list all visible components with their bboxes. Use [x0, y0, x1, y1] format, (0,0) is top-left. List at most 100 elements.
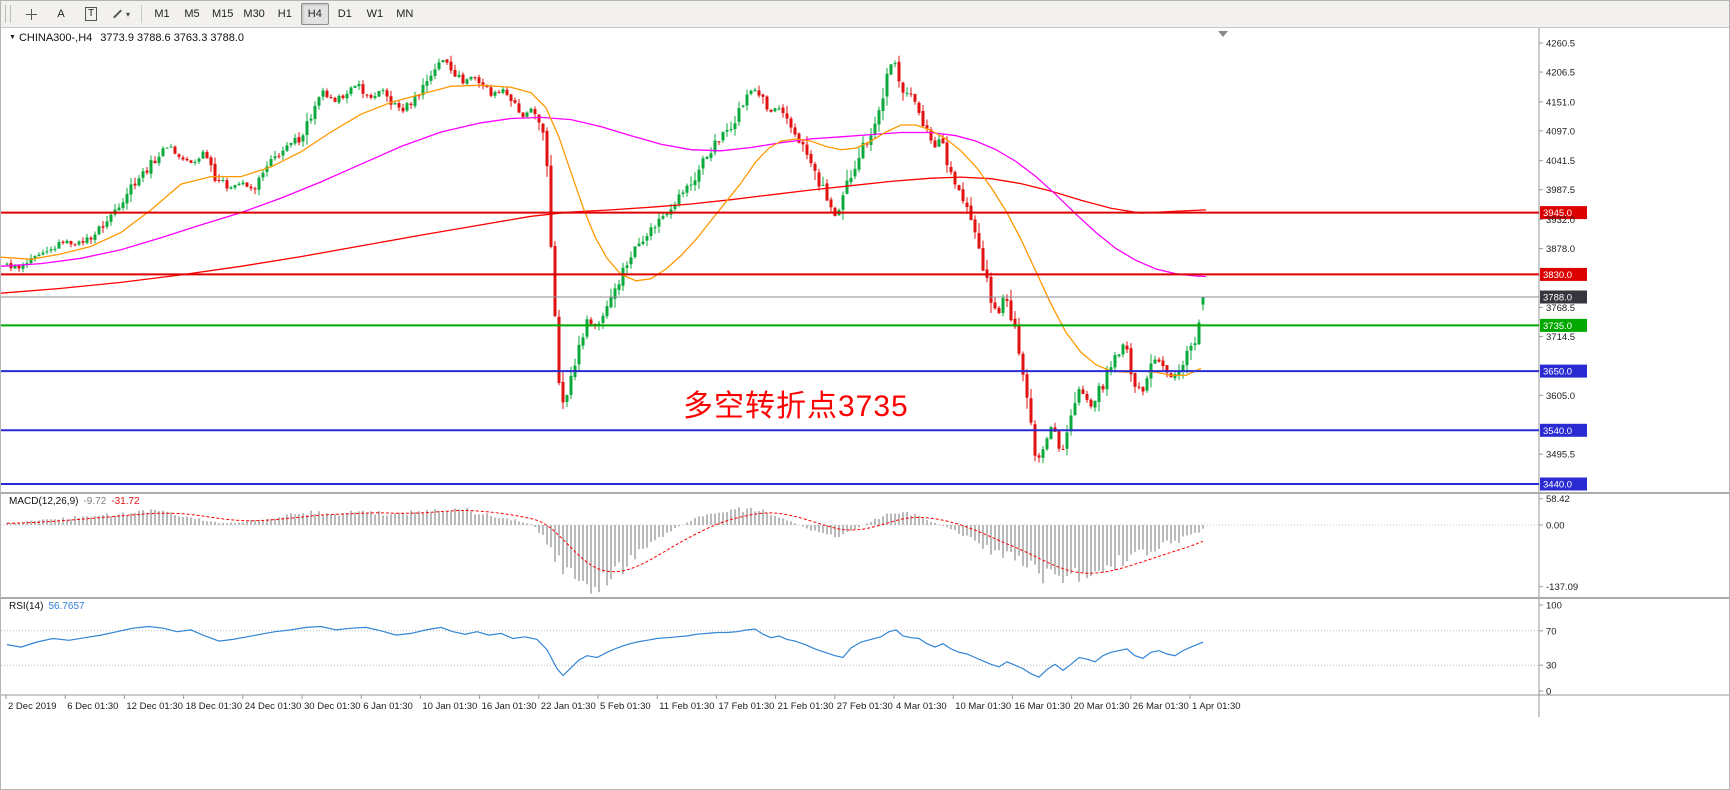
candle-body	[1009, 300, 1013, 321]
candle-body	[1109, 367, 1113, 371]
candle-body	[673, 204, 677, 209]
candle-body	[417, 95, 421, 97]
candle-body	[713, 140, 717, 153]
candle-body	[773, 108, 777, 112]
candle-body	[161, 148, 165, 156]
text-tool-button[interactable]: T	[77, 3, 105, 25]
candle-body	[77, 241, 81, 245]
timeframe-m30-button[interactable]: M30	[243, 8, 265, 20]
candle-body	[1085, 393, 1089, 400]
candle-body	[361, 84, 365, 94]
rsi-tick-label: 70	[1546, 626, 1557, 637]
candle-body	[193, 162, 197, 163]
candle-body	[153, 160, 157, 164]
candle-body	[661, 216, 665, 219]
candle-body	[173, 146, 177, 154]
candle-body	[1029, 398, 1033, 423]
candle-body	[53, 248, 57, 250]
candle-body	[213, 163, 217, 181]
candle-body	[345, 93, 349, 99]
candle-body	[33, 256, 37, 259]
time-axis-label: 21 Feb 01:30	[778, 701, 834, 712]
crosshair-button[interactable]	[17, 3, 45, 25]
candle-body	[493, 92, 497, 96]
chart-shift-marker[interactable]	[1218, 31, 1228, 37]
candle-body	[565, 395, 569, 402]
candle-body	[457, 74, 461, 77]
candle-body	[525, 112, 529, 117]
candle-body	[925, 125, 929, 129]
candle-body	[437, 62, 441, 70]
price-line-label: 3830.0	[1543, 270, 1572, 281]
candle-body	[69, 241, 73, 245]
candle-body	[229, 187, 233, 189]
draw-tool-button[interactable]: ▾	[107, 3, 135, 25]
candle-body	[1069, 415, 1073, 432]
macd-tick-label: 58.42	[1546, 494, 1570, 505]
time-axis-label: 11 Feb 01:30	[659, 701, 714, 712]
candle-body	[1153, 359, 1157, 364]
candle-body	[1041, 449, 1045, 458]
candle-body	[277, 155, 281, 157]
candle-body	[85, 237, 89, 243]
time-axis-label: 26 Mar 01:30	[1133, 701, 1189, 712]
candle-body	[737, 108, 741, 122]
timeframe-h4-button[interactable]: H4	[300, 3, 329, 25]
candle-body	[829, 199, 833, 208]
price-tick-label: 3495.5	[1546, 450, 1575, 461]
time-axis-label: 20 Mar 01:30	[1074, 701, 1130, 712]
candle-body	[885, 73, 889, 97]
candle-body	[89, 237, 93, 240]
candle-body	[953, 172, 957, 185]
candle-body	[965, 202, 969, 207]
timeframe-d1-button[interactable]: D1	[337, 8, 352, 20]
candle-body	[689, 184, 693, 186]
candle-body	[385, 90, 389, 97]
timeframe-m1-button[interactable]: M1	[154, 8, 170, 20]
timeframe-h1-button[interactable]: H1	[277, 8, 292, 20]
candle-body	[433, 69, 437, 76]
candle-body	[521, 112, 525, 117]
candle-body	[65, 240, 69, 243]
candle-body	[681, 192, 685, 194]
candle-body	[481, 82, 485, 87]
candle-body	[685, 185, 689, 193]
candle-body	[541, 123, 545, 133]
candle-body	[509, 94, 513, 101]
candle-body	[981, 248, 985, 271]
timeframe-m5-button[interactable]: M5	[184, 8, 200, 20]
timeframe-w1-button[interactable]: W1	[366, 8, 384, 20]
rsi-label: RSI(14) 56.7657	[9, 601, 85, 612]
arrow-tool-button[interactable]: A	[47, 3, 75, 25]
macd-tick-label: -137.09	[1546, 582, 1578, 593]
candle-body	[1005, 299, 1009, 301]
timeframe-m15-button[interactable]: M15	[212, 8, 234, 20]
timeframe-mn-button[interactable]: MN	[396, 8, 414, 20]
candle-body	[577, 344, 581, 365]
triangle-down-icon: ▼	[9, 34, 16, 41]
candle-body	[101, 226, 105, 228]
ma-line-mid-magenta	[1, 116, 1207, 278]
candle-body	[805, 144, 809, 155]
macd-signal-value: -31.72	[111, 496, 140, 507]
candle-body	[809, 154, 813, 164]
candle-body	[769, 109, 773, 112]
candle-body	[729, 129, 733, 131]
annotation-text[interactable]: 多空转折点3735	[683, 390, 909, 423]
candle-body	[469, 76, 473, 80]
toolbar-grip[interactable]	[5, 5, 11, 23]
candle-body	[49, 249, 53, 251]
candle-body	[137, 178, 141, 186]
candle-body	[677, 194, 681, 205]
candle-body	[177, 154, 181, 157]
candle-body	[121, 202, 125, 208]
candle-body	[973, 219, 977, 233]
price-line-label-bg	[1540, 477, 1587, 491]
candle-body	[789, 118, 793, 128]
candle-body	[513, 100, 517, 103]
candle-body	[933, 140, 937, 148]
candle-body	[529, 108, 533, 113]
candle-body	[517, 103, 521, 113]
